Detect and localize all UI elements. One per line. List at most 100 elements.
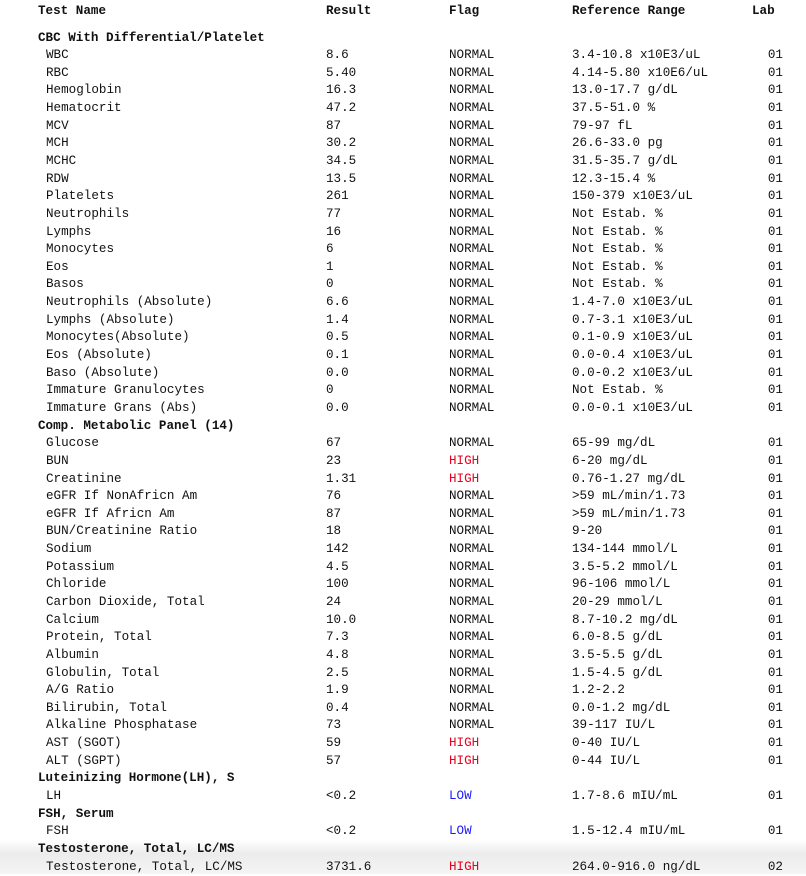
reference-range-cell: 8.7-10.2 mg/dL: [572, 612, 678, 627]
table-row: Lymphs (Absolute) 1.4 NORMAL 0.7-3.1 x10E3/…: [0, 312, 806, 329]
flag-cell: NORMAL: [449, 312, 495, 327]
test-name-cell: AST (SGOT): [46, 736, 122, 751]
result-cell: 16.3: [326, 83, 357, 98]
table-row: Potassium 4.5 NORMAL 3.5-5.2 mmol/L 01: [0, 559, 806, 576]
result-cell: 0.5: [326, 330, 349, 345]
result-cell: 24: [326, 594, 342, 609]
result-cell: 34.5: [326, 153, 357, 168]
lab-cell: 01: [767, 524, 783, 539]
result-cell: 13.5: [326, 171, 357, 186]
table-row: Platelets 261 NORMAL 150-379 x10E3/uL 01: [0, 188, 806, 205]
flag-cell: LOW: [449, 824, 472, 839]
result-cell: 87: [326, 118, 342, 133]
result-cell: 0: [326, 383, 334, 398]
section-header: CBC With Differential/Platelet: [0, 30, 806, 47]
header-lab: Lab: [752, 4, 775, 18]
lab-cell: 01: [767, 365, 783, 380]
table-row: A/G Ratio 1.9 NORMAL 1.2-2.2 01: [0, 682, 806, 699]
lab-cell: 01: [767, 471, 783, 486]
test-name-cell: Neutrophils (Absolute): [46, 295, 213, 310]
flag-cell: NORMAL: [449, 65, 495, 80]
lab-cell: 01: [767, 48, 783, 63]
test-name-cell: WBC: [46, 48, 69, 63]
reference-range-cell: Not Estab. %: [572, 277, 663, 292]
section-header: Comp. Metabolic Panel (14): [0, 418, 806, 435]
test-name-cell: MCV: [46, 118, 69, 133]
test-name-cell: MCH: [46, 136, 69, 151]
test-name-cell: Globulin, Total: [46, 665, 160, 680]
test-name-cell: Glucose: [46, 436, 99, 451]
lab-cell: 01: [767, 189, 783, 204]
table-row: Calcium 10.0 NORMAL 8.7-10.2 mg/dL 01: [0, 612, 806, 629]
reference-range-cell: 39-117 IU/L: [572, 718, 656, 733]
result-cell: 47.2: [326, 101, 357, 116]
table-row: Testosterone, Total, LC/MS 3731.6 HIGH 264.…: [0, 859, 806, 876]
test-name-cell: LH: [46, 789, 62, 804]
test-name-cell: Albumin: [46, 647, 99, 662]
table-row: Albumin 4.8 NORMAL 3.5-5.5 g/dL 01: [0, 647, 806, 664]
flag-cell: NORMAL: [449, 189, 495, 204]
reference-range-cell: 3.5-5.5 g/dL: [572, 647, 663, 662]
result-cell: 1: [326, 259, 334, 274]
flag-cell: NORMAL: [449, 559, 495, 574]
section-title: FSH, Serum: [38, 806, 114, 821]
lab-cell: 01: [767, 101, 783, 116]
result-cell: 1.4: [326, 312, 349, 327]
reference-range-cell: 150-379 x10E3/uL: [572, 189, 693, 204]
result-cell: 261: [326, 189, 349, 204]
result-cell: 73: [326, 718, 342, 733]
lab-cell: 01: [767, 436, 783, 451]
lab-cell: 01: [767, 736, 783, 751]
flag-cell: NORMAL: [449, 277, 495, 292]
header-flag: Flag: [449, 4, 480, 18]
test-name-cell: Chloride: [46, 577, 107, 592]
test-name-cell: Potassium: [46, 559, 115, 574]
flag-cell: NORMAL: [449, 365, 495, 380]
table-row: Immature Grans (Abs) 0.0 NORMAL 0.0-0.1 x10…: [0, 400, 806, 417]
table-row: Alkaline Phosphatase 73 NORMAL 39-117 IU/L 0…: [0, 717, 806, 734]
table-row: LH <0.2 LOW 1.7-8.6 mIU/mL 01: [0, 788, 806, 805]
table-row: MCHC 34.5 NORMAL 31.5-35.7 g/dL 01: [0, 153, 806, 170]
table-row: Globulin, Total 2.5 NORMAL 1.5-4.5 g/dL 01: [0, 665, 806, 682]
table-row: Hemoglobin 16.3 NORMAL 13.0-17.7 g/dL 01: [0, 82, 806, 99]
lab-cell: 01: [767, 259, 783, 274]
flag-cell: NORMAL: [449, 683, 495, 698]
lab-cell: 01: [767, 330, 783, 345]
section-title: Comp. Metabolic Panel (14): [38, 418, 235, 433]
test-name-cell: ALT (SGPT): [46, 753, 122, 768]
reference-range-cell: 6-20 mg/dL: [572, 453, 648, 468]
reference-range-cell: 96-106 mmol/L: [572, 577, 671, 592]
reference-range-cell: 26.6-33.0 pg: [572, 136, 663, 151]
test-name-cell: Hematocrit: [46, 101, 122, 116]
table-row: FSH <0.2 LOW 1.5-12.4 mIU/mL 01: [0, 823, 806, 840]
flag-cell: NORMAL: [449, 630, 495, 645]
reference-range-cell: 264.0-916.0 ng/dL: [572, 859, 701, 874]
table-row: Chloride 100 NORMAL 96-106 mmol/L 01: [0, 576, 806, 593]
flag-cell: NORMAL: [449, 436, 495, 451]
result-cell: 0: [326, 277, 334, 292]
lab-cell: 01: [767, 594, 783, 609]
reference-range-cell: 0.0-0.4 x10E3/uL: [572, 348, 693, 363]
section-header: Testosterone, Total, LC/MS: [0, 841, 806, 858]
table-row: Basos 0 NORMAL Not Estab. % 01: [0, 276, 806, 293]
reference-range-cell: 6.0-8.5 g/dL: [572, 630, 663, 645]
test-name-cell: Lymphs (Absolute): [46, 312, 175, 327]
test-name-cell: Baso (Absolute): [46, 365, 160, 380]
header-reference-range: Reference Range: [572, 4, 686, 18]
reference-range-cell: 1.7-8.6 mIU/mL: [572, 789, 678, 804]
lab-cell: 01: [767, 171, 783, 186]
test-name-cell: Monocytes(Absolute): [46, 330, 190, 345]
table-row: eGFR If NonAfricn Am 76 NORMAL >59 mL/min/1…: [0, 488, 806, 505]
lab-cell: 01: [767, 506, 783, 521]
test-name-cell: Hemoglobin: [46, 83, 122, 98]
test-name-cell: Bilirubin, Total: [46, 700, 167, 715]
reference-range-cell: 0-44 IU/L: [572, 753, 641, 768]
table-row: eGFR If Africn Am 87 NORMAL >59 mL/min/1.73…: [0, 506, 806, 523]
result-cell: 77: [326, 206, 342, 221]
reference-range-cell: 79-97 fL: [572, 118, 633, 133]
test-name-cell: A/G Ratio: [46, 683, 115, 698]
lab-cell: 01: [767, 683, 783, 698]
table-row: BUN 23 HIGH 6-20 mg/dL 01: [0, 453, 806, 470]
flag-cell: HIGH: [449, 859, 480, 874]
table-row: Protein, Total 7.3 NORMAL 6.0-8.5 g/dL 01: [0, 629, 806, 646]
